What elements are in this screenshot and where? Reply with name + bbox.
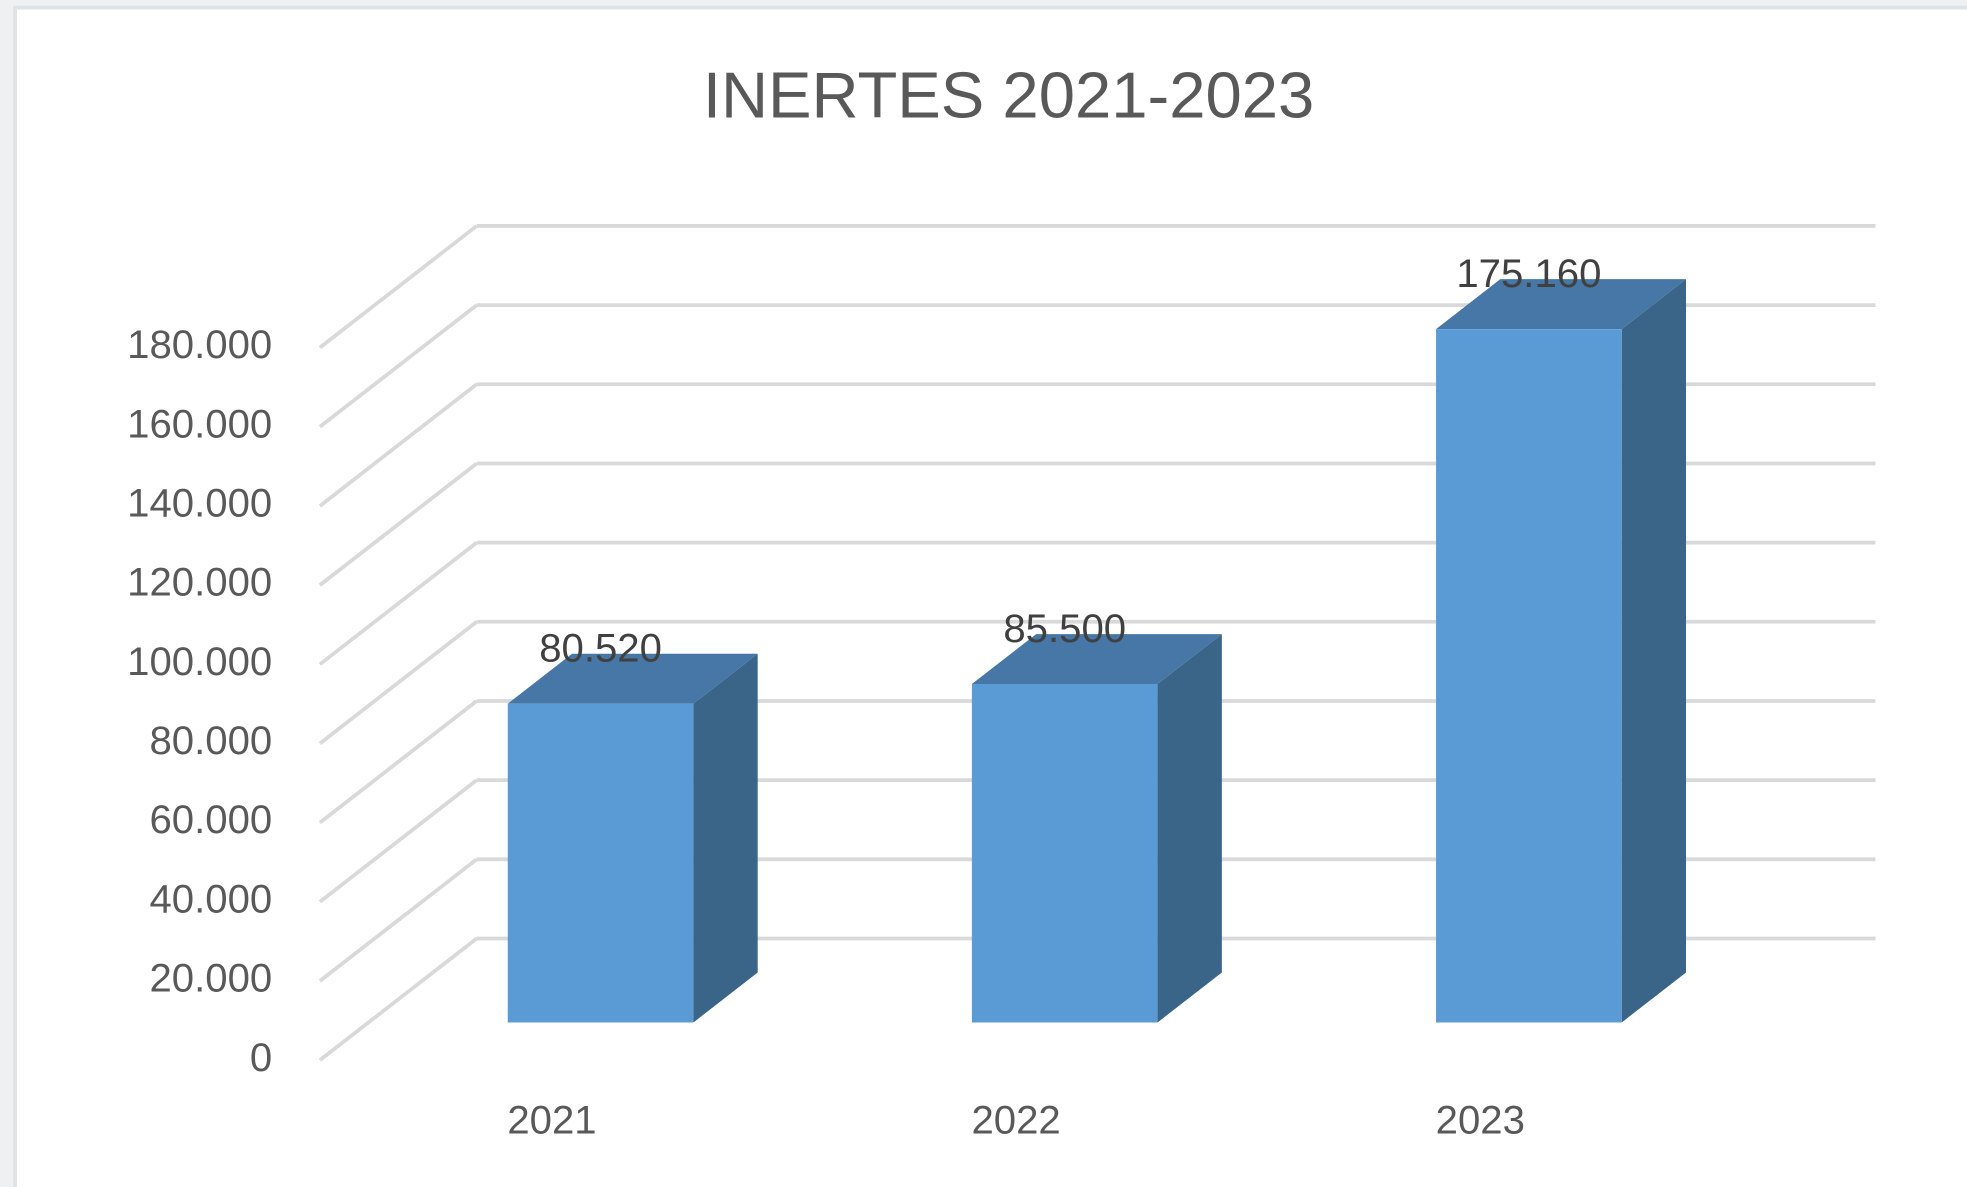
bar-side [1621, 279, 1686, 1023]
y-tick-label: 0 [250, 1035, 272, 1080]
bar-top [1436, 279, 1686, 330]
grid-line [318, 699, 478, 825]
grid-line [318, 620, 478, 745]
y-tick-label: 120.000 [127, 560, 272, 605]
bar [971, 683, 1158, 1023]
y-tick-label: 20.000 [149, 956, 272, 1001]
grid-line [318, 857, 478, 983]
grid-line [318, 224, 478, 350]
grid-line [318, 303, 478, 429]
bar [507, 703, 694, 1023]
y-tick-label: 100.000 [127, 639, 272, 684]
x-tick-label: 2023 [1436, 1097, 1525, 1142]
y-tick-label: 140.000 [127, 481, 272, 526]
data-label: 85.500 [1003, 606, 1126, 651]
x-tick-label: 2021 [507, 1097, 596, 1142]
grid-line [318, 461, 478, 587]
data-label: 80.520 [539, 626, 662, 671]
bar-top [971, 634, 1222, 684]
chart-title: INERTES 2021-2023 [703, 59, 1314, 132]
grid-line [318, 936, 478, 1062]
y-tick-label: 40.000 [149, 876, 272, 921]
grid-line [318, 541, 478, 666]
grid-line [318, 778, 478, 904]
bar-side [1157, 634, 1222, 1023]
y-tick-label: 160.000 [127, 401, 272, 446]
bar-side [693, 653, 758, 1023]
bar-top [507, 653, 758, 704]
y-tick-label: 60.000 [149, 797, 272, 842]
bar [1436, 329, 1622, 1023]
y-tick-label: 180.000 [127, 322, 272, 367]
data-label: 175.160 [1456, 251, 1601, 296]
x-tick-label: 2022 [971, 1097, 1060, 1142]
grid-line [318, 382, 478, 508]
y-tick-label: 80.000 [149, 718, 272, 763]
